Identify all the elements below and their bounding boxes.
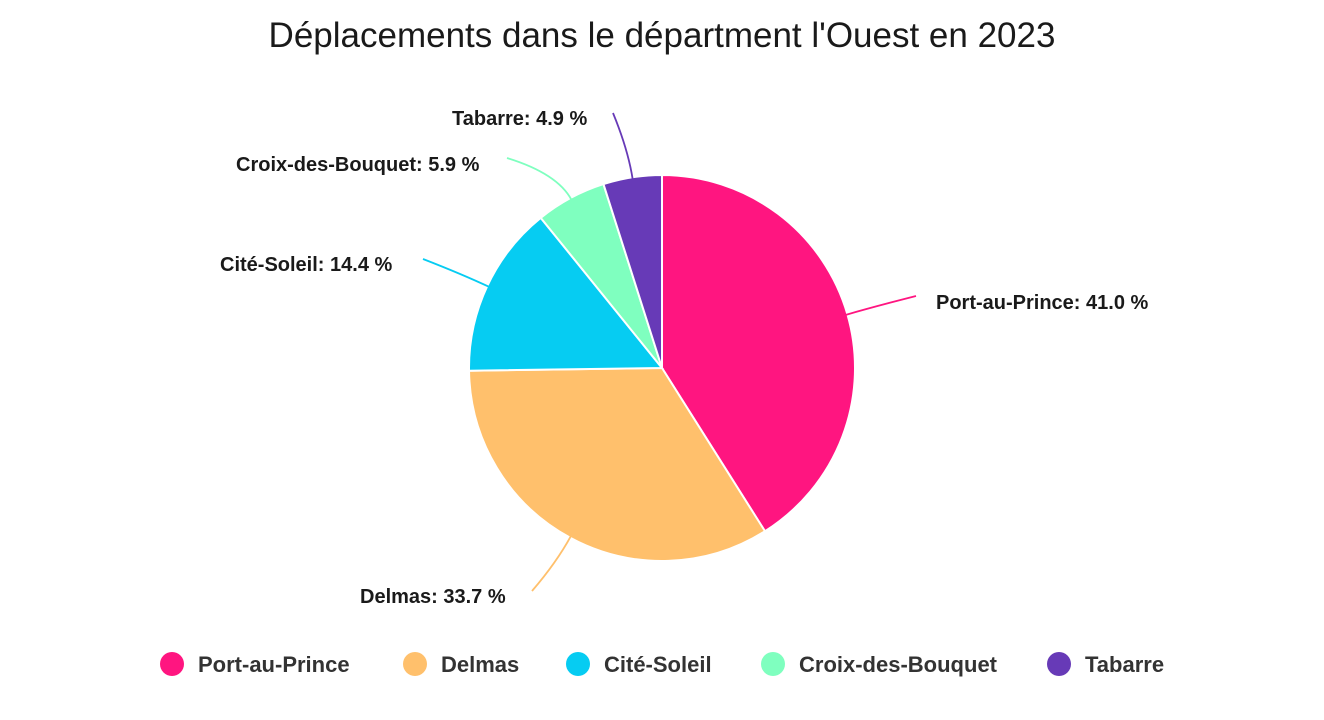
data-label-cite-soleil: Cité-Soleil: 14.4 %: [220, 254, 392, 276]
leader-line-delmas: [531, 535, 572, 592]
legend-label-croix-des-bouquet: Croix-des-Bouquet: [799, 652, 998, 677]
legend-marker-cite-soleil: [566, 652, 590, 676]
data-labels: Port-au-Prince: 41.0 % Delmas: 33.7 % Cité…: [220, 108, 1149, 608]
legend: Port-au-Prince Delmas Cité-Soleil Croix-des…: [160, 652, 1164, 677]
chart-title: Déplacements dans le départment l'Ouest …: [269, 16, 1056, 55]
data-label-port-au-prince: Port-au-Prince: 41.0 %: [936, 292, 1149, 314]
legend-marker-delmas: [403, 652, 427, 676]
leader-lines: [422, 112, 917, 592]
leader-line-croix-des-bouquet: [506, 157, 573, 201]
legend-label-delmas: Delmas: [441, 652, 519, 677]
legend-label-cite-soleil: Cité-Soleil: [604, 652, 712, 677]
legend-label-port-au-prince: Port-au-Prince: [198, 652, 350, 677]
legend-item-tabarre: Tabarre: [1047, 652, 1164, 677]
pie-slices: [468, 173, 856, 562]
legend-item-croix-des-bouquet: Croix-des-Bouquet: [761, 652, 998, 677]
legend-marker-port-au-prince: [160, 652, 184, 676]
data-label-croix-des-bouquet: Croix-des-Bouquet: 5.9 %: [236, 154, 480, 176]
legend-marker-tabarre: [1047, 652, 1071, 676]
leader-line-tabarre: [612, 112, 634, 180]
data-label-tabarre: Tabarre: 4.9 %: [452, 108, 587, 130]
legend-item-delmas: Delmas: [403, 652, 519, 677]
legend-label-tabarre: Tabarre: [1085, 652, 1164, 677]
legend-item-cite-soleil: Cité-Soleil: [566, 652, 712, 677]
legend-marker-croix-des-bouquet: [761, 652, 785, 676]
leader-line-port-au-prince: [845, 295, 917, 316]
legend-item-port-au-prince: Port-au-Prince: [160, 652, 350, 677]
data-label-delmas: Delmas: 33.7 %: [360, 586, 506, 608]
leader-line-cite-soleil: [422, 258, 490, 288]
